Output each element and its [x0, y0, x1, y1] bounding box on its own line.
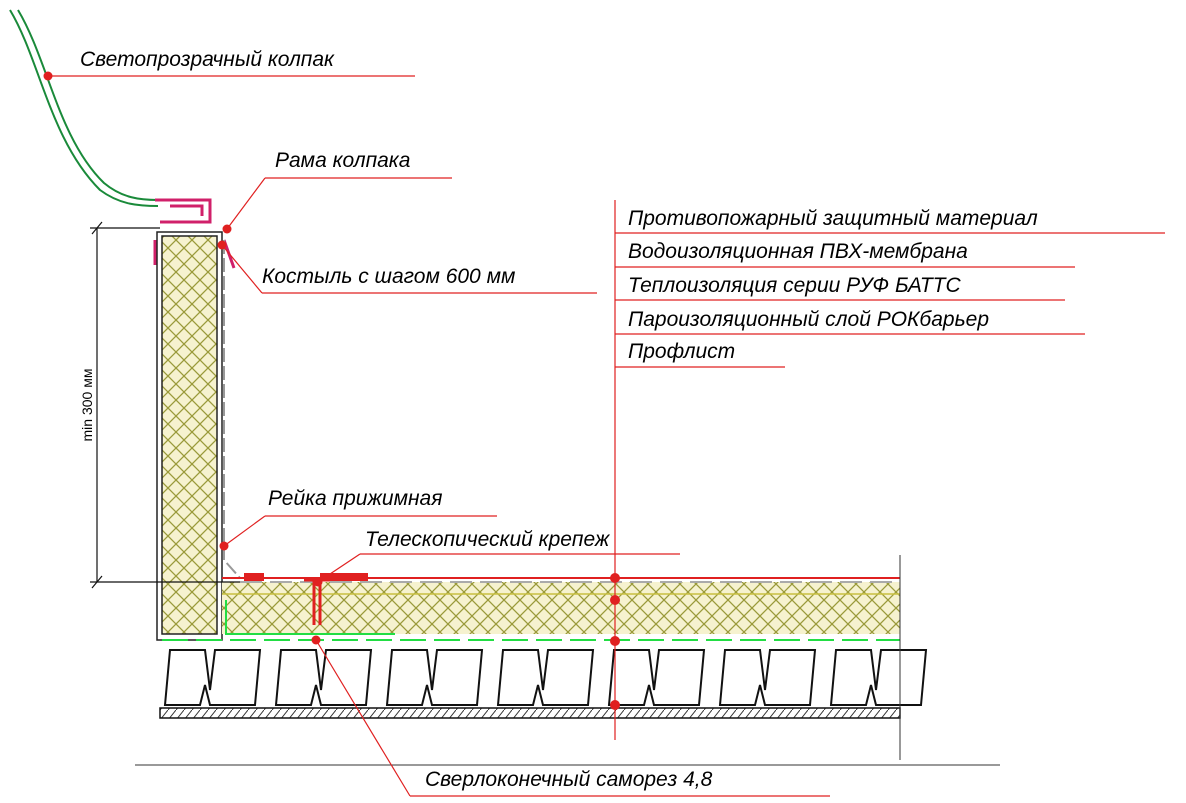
callout-label: Пароизоляционный слой РОКбарьер: [628, 308, 989, 331]
leader-line: [226, 177, 266, 230]
press-strip: [320, 573, 368, 581]
deck-rib: [607, 649, 706, 706]
base-slab: [159, 707, 901, 719]
callout-label: Профлист: [628, 340, 735, 363]
leader-dot: [43, 71, 53, 81]
deck-rib: [274, 649, 373, 706]
dimension: [90, 221, 240, 589]
membrane-vertical: [223, 240, 241, 579]
deck-rib: [718, 649, 817, 706]
leader-line: [317, 553, 361, 583]
roof-insulation: [222, 582, 900, 634]
press-strip: [244, 573, 264, 581]
dome: [9, 9, 159, 207]
parapet-insulation: [161, 235, 218, 635]
leader-dot: [217, 240, 227, 250]
callout-label: Сверлоконечный саморез 4,8: [425, 768, 713, 791]
leader-dot: [313, 577, 323, 587]
callout-label: Рейка прижимная: [268, 487, 442, 510]
callout-label: Телескопический крепеж: [365, 528, 611, 551]
leader-dot: [610, 700, 620, 710]
leader-dot: [610, 573, 620, 583]
deck-rib: [829, 649, 928, 706]
deck-rib: [496, 649, 595, 706]
callout-label: Светопрозрачный колпак: [80, 48, 335, 71]
deck-rib: [163, 649, 262, 706]
leader-dot: [222, 224, 232, 234]
leader-dot: [219, 541, 229, 551]
callout-label: Противопожарный защитный материал: [628, 207, 1038, 230]
leader-dot: [610, 636, 620, 646]
leader-line: [221, 244, 263, 294]
callout-label: Теплоизоляция серии РУФ БАТТС: [628, 274, 961, 297]
vapor-barrier-turn: [225, 600, 395, 635]
leader-line: [223, 515, 266, 547]
callout-label: Водоизоляционная ПВХ-мембрана: [628, 240, 968, 263]
profiled-deck: [163, 649, 928, 706]
leader-dot: [311, 635, 321, 645]
leader-line: [315, 639, 411, 797]
callout-label: Рама колпака: [275, 149, 410, 172]
callout-label: Костыль с шагом 600 мм: [262, 265, 515, 288]
leader-dot: [610, 595, 620, 605]
dimension-label: min 300 мм: [79, 369, 95, 442]
deck-rib: [385, 649, 484, 706]
